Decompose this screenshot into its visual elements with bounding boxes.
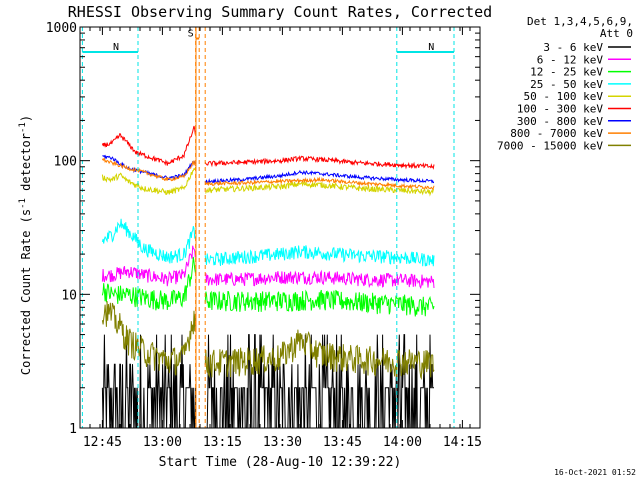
y-axis-label-sup2: -1	[18, 122, 28, 133]
y-axis-label: Corrected Count Rate (s-1 detector-1)	[18, 115, 33, 375]
series-line-4	[101, 166, 435, 197]
legend-label-0: 3 - 6 keV	[543, 41, 603, 54]
y-axis-label-part2: detector	[19, 133, 33, 198]
chart-title: RHESSI Observing Summary Count Rates, Co…	[68, 3, 492, 21]
legend-label-4: 50 - 100 keV	[524, 90, 604, 103]
legend-label-8: 7000 - 15000 keV	[497, 139, 603, 152]
series-line-3	[101, 218, 435, 267]
x-tick-label-0: 12:45	[83, 435, 122, 450]
legend-label-5: 100 - 300 keV	[517, 103, 603, 116]
legend-header-1: Det 1,3,4,5,6,9,	[527, 15, 633, 28]
series-line-1	[101, 245, 435, 290]
series-line-5	[101, 125, 435, 170]
legend-label-2: 12 - 25 keV	[530, 66, 603, 79]
series-layer	[101, 27, 435, 428]
y-axis-label-sup1: -1	[18, 198, 28, 209]
x-axis-label: Start Time (28-Aug-10 12:39:22)	[159, 455, 402, 470]
legend-label-3: 25 - 50 keV	[530, 78, 603, 91]
flags-layer: N N S	[81, 27, 455, 428]
y-axis-label-part1: Corrected Count Rate (s	[19, 209, 33, 375]
x-tick-label-6: 14:15	[443, 435, 482, 450]
y-tick-label-1: 10	[61, 288, 77, 303]
y-axis-label-part3: )	[19, 115, 33, 122]
series-line-7	[101, 157, 435, 191]
y-tick-label-0: 1	[69, 422, 77, 437]
series-line-8	[101, 301, 435, 381]
x-tick-label-3: 13:30	[263, 435, 302, 450]
legend-header-2: Att 0	[600, 27, 633, 40]
flag-label-0: N	[113, 42, 119, 53]
x-tick-label-2: 13:15	[203, 435, 242, 450]
legend-label-6: 300 - 800 keV	[517, 115, 603, 128]
flag-label-2: S	[188, 29, 194, 40]
flag-label-1: N	[428, 42, 434, 53]
x-tick-label-5: 14:00	[383, 435, 422, 450]
series-line-2	[101, 256, 435, 317]
legend-label-7: 800 - 7000 keV	[510, 127, 603, 140]
axis-ticks: 12:45 13:00 13:15 13:30 13:45 14:00 14:15 1 10 10…	[46, 21, 482, 450]
x-tick-label-1: 13:00	[143, 435, 182, 450]
timestamp: 16-Oct-2021 01:52	[554, 468, 636, 477]
y-tick-label-3: 1000	[46, 21, 77, 36]
series-line-0	[101, 334, 434, 428]
legend-label-1: 6 - 12 keV	[537, 53, 604, 66]
x-tick-label-4: 13:45	[323, 435, 362, 450]
y-tick-label-2: 100	[54, 155, 77, 170]
